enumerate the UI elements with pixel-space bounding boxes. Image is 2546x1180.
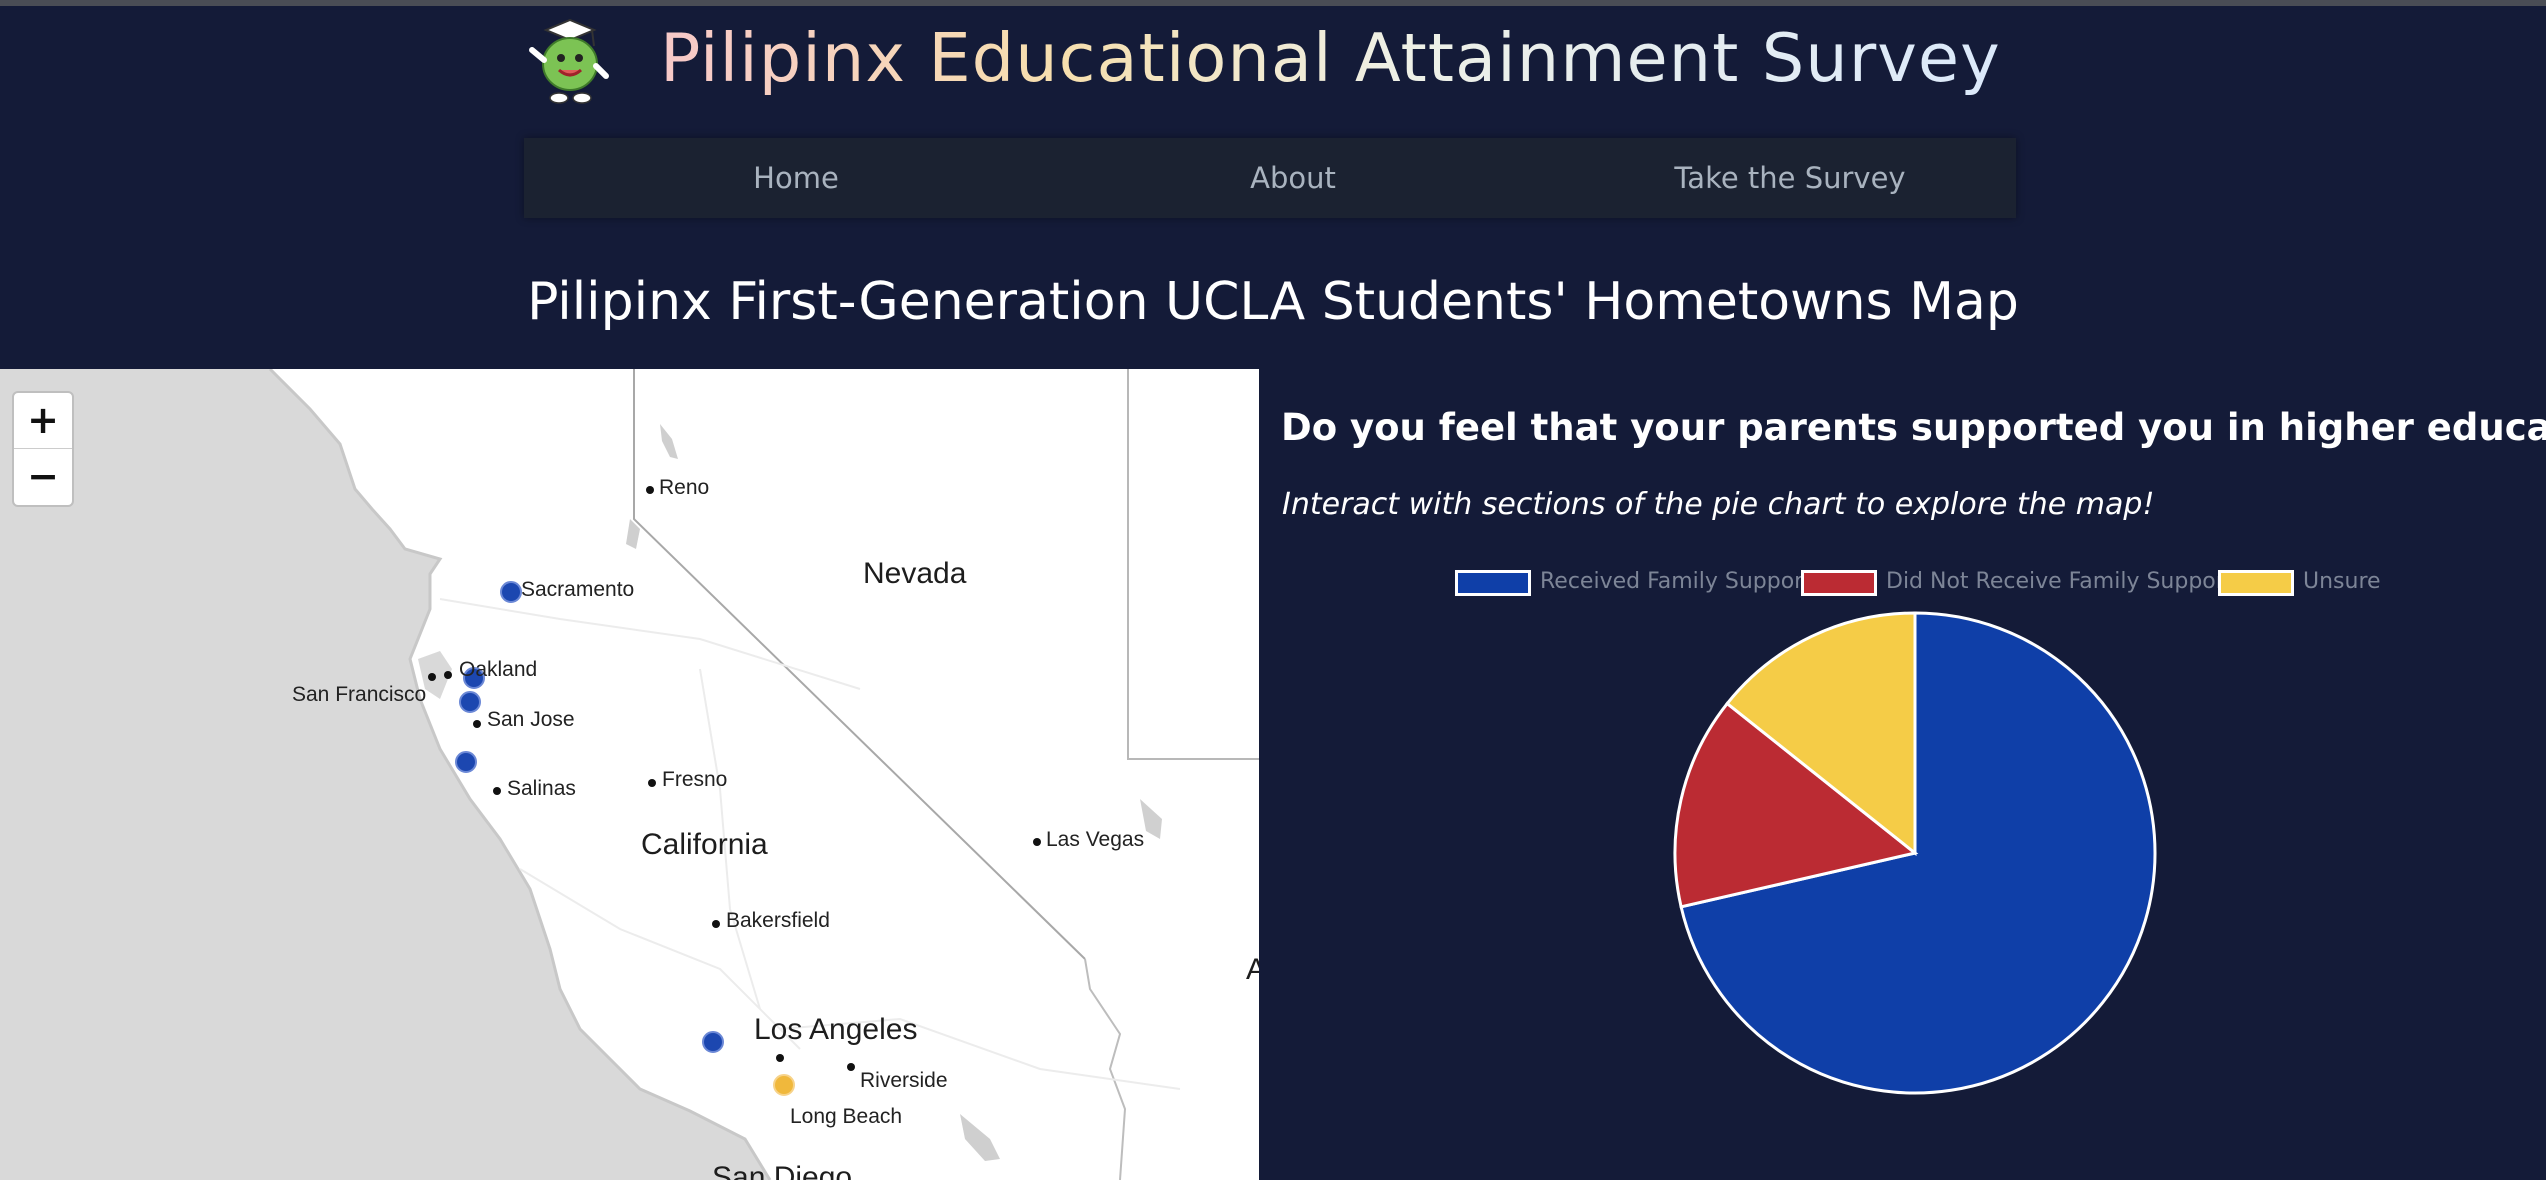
window-top-edge — [0, 0, 2546, 6]
main-nav: Home About Take the Survey — [524, 138, 2016, 218]
label-las-vegas: Las Vegas — [1046, 828, 1145, 851]
zoom-out-button[interactable]: − — [27, 454, 59, 498]
label-california: California — [641, 828, 768, 861]
legend-swatch — [2218, 570, 2294, 596]
map-marker-bay-area[interactable] — [459, 691, 481, 713]
legend-swatch — [1801, 570, 1877, 596]
pie-slice-received-family-support[interactable] — [1679, 611, 2157, 1095]
label-salinas: Salinas — [507, 777, 576, 800]
label-long-beach: Long Beach — [790, 1105, 903, 1128]
support-pie-chart[interactable] — [1665, 610, 2165, 1110]
chart-instruction: Interact with sections of the pie chart … — [1282, 487, 2155, 522]
label-bakersfield: Bakersfield — [726, 909, 830, 932]
pie-slice-unsure[interactable] — [1725, 611, 1917, 857]
graduate-mascot-icon — [526, 14, 614, 106]
survey-question: Do you feel that your parents supported … — [1281, 406, 2546, 449]
salinas-dot — [493, 787, 501, 795]
zoom-control: + − — [12, 391, 74, 507]
map-marker-central-coast[interactable] — [455, 751, 477, 773]
legend-label: Received Family Support — [1540, 569, 1812, 594]
san-francisco-dot — [428, 673, 436, 681]
san-jose-dot — [473, 720, 481, 728]
reno-dot — [646, 486, 654, 494]
map-base-layer — [268, 369, 1259, 1180]
legend-label: Did Not Receive Family Support — [1886, 569, 2234, 594]
riverside-dot — [847, 1063, 855, 1071]
map-marker-long-beach[interactable] — [773, 1074, 795, 1096]
legend-label: Unsure — [2303, 569, 2381, 594]
map-marker-sacramento[interactable] — [500, 581, 522, 603]
zoom-in-button[interactable]: + — [14, 393, 72, 449]
label-sacramento: Sacramento — [521, 578, 635, 601]
label-san-diego: San Diego — [712, 1161, 853, 1180]
nav-take-survey[interactable]: Take the Survey — [1674, 161, 1906, 195]
legend-swatch — [1455, 570, 1531, 596]
las-vegas-dot — [1033, 838, 1041, 846]
page-heading: Pilipinx First-Generation UCLA Students'… — [527, 272, 2019, 332]
map-marker-oakland[interactable] — [463, 667, 485, 689]
nav-about[interactable]: About — [1250, 161, 1336, 195]
map-marker-los-angeles[interactable] — [702, 1031, 724, 1053]
label-oakland: Oakland — [459, 658, 538, 681]
site-title: Pilipinx Educational Attainment Survey — [660, 12, 2001, 104]
pie-slice-did-not-receive-family-support[interactable] — [1673, 701, 1919, 909]
label-arizona-fragment: A — [1246, 953, 1259, 986]
label-riverside: Riverside — [860, 1069, 948, 1092]
label-san-francisco: San Francisco — [292, 683, 427, 706]
bakersfield-dot — [712, 920, 720, 928]
label-fresno: Fresno — [662, 768, 728, 791]
fresno-dot — [648, 779, 656, 787]
label-reno: Reno — [659, 476, 710, 499]
nav-home[interactable]: Home — [753, 161, 839, 195]
oakland-dot — [444, 671, 452, 679]
label-los-angeles: Los Angeles — [754, 1013, 918, 1046]
label-san-jose: San Jose — [487, 708, 575, 731]
los-angeles-dot — [776, 1054, 784, 1062]
hometowns-map[interactable]: Reno Nevada Sacramento Oakland San Franc… — [0, 369, 1259, 1180]
site-header: Pilipinx Educational Attainment Survey — [0, 6, 2546, 106]
label-nevada: Nevada — [863, 557, 967, 590]
